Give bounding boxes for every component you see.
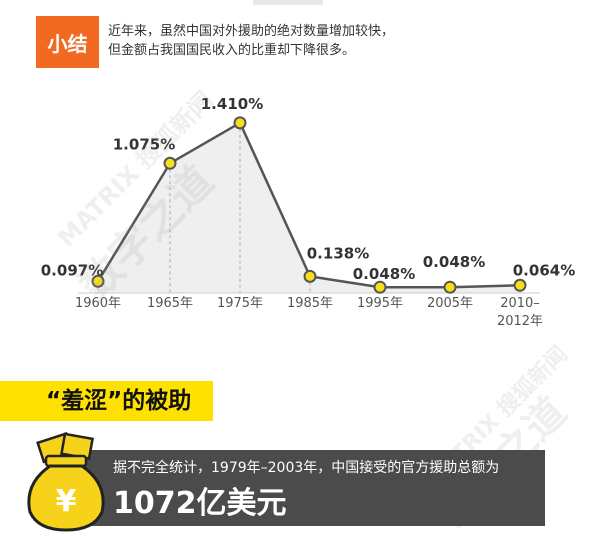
data-point-1 — [163, 156, 177, 170]
x-tick-label-2: 1975年 — [217, 296, 263, 311]
data-point-6 — [513, 278, 527, 292]
summary-text: 近年来，虽然中国对外援助的绝对数量增加较快， 但金额占我国国民收入的比重却下降很… — [108, 22, 508, 60]
x-tick-label-5: 2005年 — [427, 296, 473, 311]
info-panel — [60, 450, 545, 526]
data-point-2 — [233, 116, 247, 130]
data-label-3: 0.138% — [307, 244, 369, 262]
aid-ratio-line-chart: 0.097% 1.075% 1.410% 0.138% 0.048% 0.048% 0.06… — [41, 95, 575, 329]
summary-line-2: 但金额占我国国民收入的比重却下降很多。 — [108, 43, 356, 58]
info-amount: 1072亿美元 — [113, 486, 287, 521]
yuan-symbol: ¥ — [56, 484, 77, 519]
money-bag-icon: ¥ — [27, 432, 105, 532]
data-point-0 — [91, 274, 105, 288]
data-label-4: 0.048% — [353, 265, 415, 283]
chart-area-fill — [98, 122, 520, 293]
x-tick-label-1: 1965年 — [147, 296, 193, 311]
data-point-5 — [443, 280, 457, 294]
data-label-6: 0.064% — [513, 261, 575, 279]
summary-line-1: 近年来，虽然中国对外援助的绝对数量增加较快， — [108, 24, 395, 39]
data-label-2: 1.410% — [201, 95, 263, 113]
data-point-3 — [303, 269, 317, 283]
x-tick-label-6: 2012年 — [497, 314, 543, 329]
data-label-0: 0.097% — [41, 261, 103, 279]
x-tick-label-0: 1960年 — [75, 296, 121, 311]
section-title: “羞涩”的被助 — [46, 388, 192, 414]
section-bar — [0, 381, 213, 421]
data-label-5: 0.048% — [423, 253, 485, 271]
info-text: 据不完全统计，1979年–2003年，中国接受的官方援助总额为 — [113, 460, 500, 476]
x-tick-label-6: 2010– — [500, 296, 540, 311]
data-point-4 — [373, 280, 387, 294]
x-tick-label-4: 1995年 — [357, 296, 403, 311]
top-divider — [253, 0, 323, 5]
data-label-1: 1.075% — [113, 135, 175, 153]
summary-badge: 小结 — [36, 16, 99, 68]
x-tick-label-3: 1985年 — [287, 296, 333, 311]
